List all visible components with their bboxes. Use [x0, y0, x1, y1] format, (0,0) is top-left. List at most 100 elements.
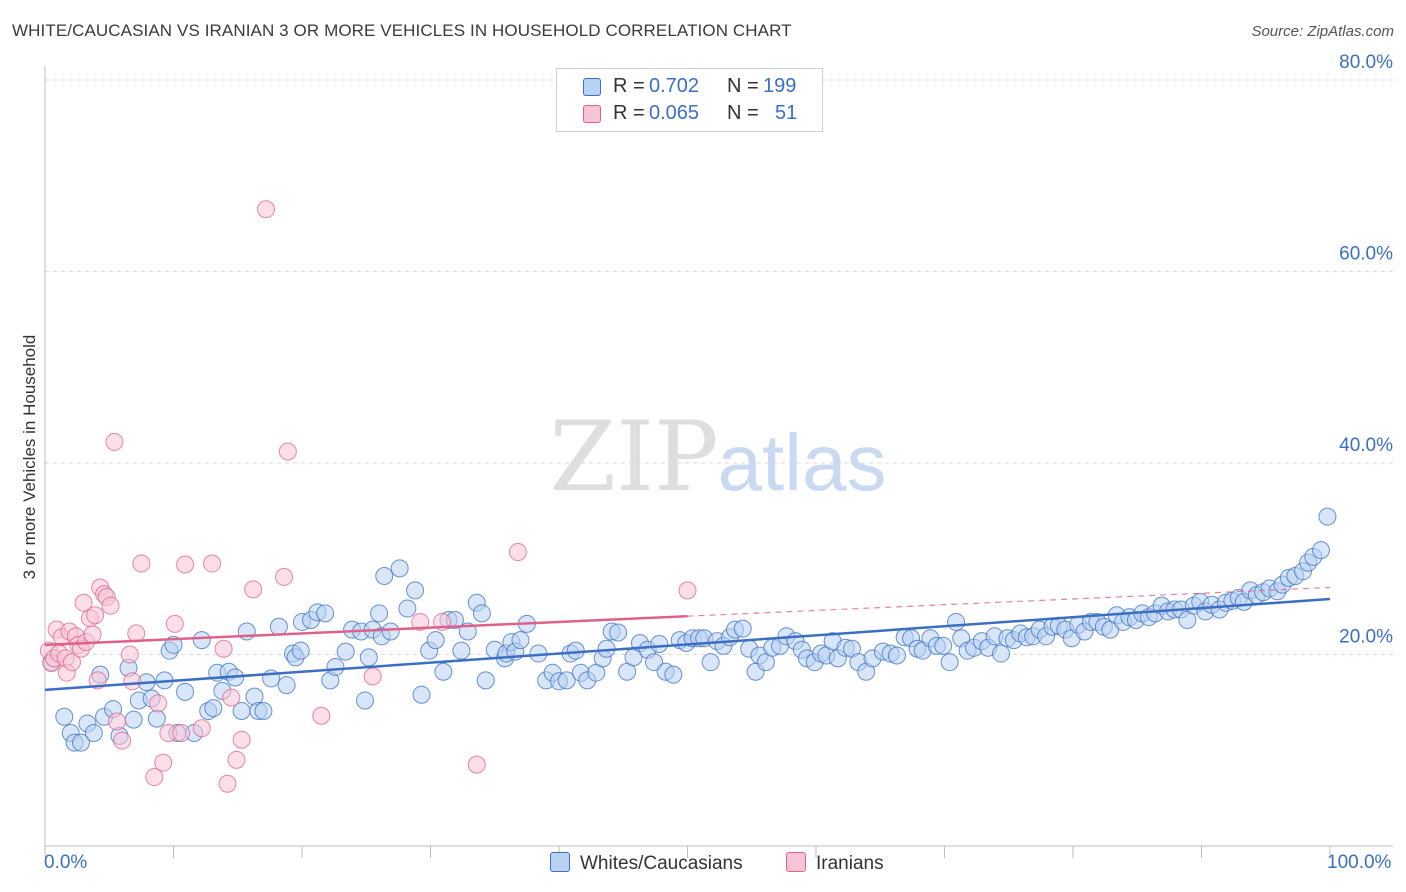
- data-point: [123, 672, 142, 691]
- data-point: [124, 710, 143, 729]
- data-point: [336, 642, 355, 661]
- data-point: [232, 730, 251, 749]
- data-point: [147, 709, 166, 728]
- trend-line-extension: [687, 586, 1331, 617]
- data-point: [74, 593, 93, 612]
- watermark: ZIP atlas: [549, 401, 886, 513]
- data-point: [105, 432, 124, 451]
- bottom-legend-label-iranians: Iranians: [816, 853, 884, 874]
- data-point: [650, 634, 669, 653]
- y-tick-labels: 20.0% 40.0% 60.0% 80.0%: [1339, 52, 1393, 648]
- legend-r-label: R =: [613, 102, 645, 124]
- data-point: [203, 554, 222, 573]
- data-point: [1312, 541, 1331, 560]
- data-point: [472, 604, 491, 623]
- data-point: [664, 665, 683, 684]
- data-point: [291, 641, 310, 660]
- data-point: [375, 566, 394, 585]
- y-tick-label: 60.0%: [1339, 244, 1393, 265]
- data-point: [381, 622, 400, 641]
- data-point: [101, 596, 120, 615]
- x-tick-label-max: 100.0%: [1327, 852, 1392, 873]
- data-point: [678, 581, 697, 600]
- bottom-legend-label-whites: Whites/Caucasians: [580, 853, 743, 874]
- data-point: [275, 567, 294, 586]
- data-point: [88, 671, 107, 690]
- watermark-zip: ZIP: [549, 401, 718, 513]
- legend-row-whites: R = 0.702 N = 199: [557, 74, 822, 101]
- series-whites: [42, 507, 1337, 752]
- data-point: [476, 671, 495, 690]
- data-point: [120, 645, 139, 664]
- data-point: [244, 580, 263, 599]
- points-layer: [39, 200, 1337, 793]
- data-point: [701, 653, 720, 672]
- data-point: [934, 636, 953, 655]
- data-point: [71, 733, 90, 752]
- data-point: [426, 631, 445, 650]
- correlation-legend: R = 0.702 N = 199 R = 0.065 N = 51: [556, 68, 823, 132]
- x-tick-label-min: 0.0%: [44, 852, 88, 873]
- data-point: [645, 653, 664, 672]
- y-tick-label: 20.0%: [1339, 627, 1393, 648]
- data-point: [940, 653, 959, 672]
- data-point: [887, 646, 906, 665]
- data-point: [222, 688, 241, 707]
- data-point: [269, 617, 288, 636]
- data-point: [398, 599, 417, 618]
- data-point: [172, 724, 191, 743]
- data-point: [278, 442, 297, 461]
- legend-r-label: R =: [613, 75, 645, 97]
- trend-line: [44, 614, 688, 647]
- data-point: [107, 712, 126, 731]
- bottom-legend-whites: Whites/Caucasians: [550, 852, 743, 875]
- y-tick-label: 40.0%: [1339, 435, 1393, 456]
- data-point: [164, 635, 183, 654]
- data-point: [406, 581, 425, 600]
- y-tick-label: 80.0%: [1339, 52, 1393, 73]
- data-point: [192, 631, 211, 650]
- data-point: [149, 694, 168, 713]
- data-point: [566, 641, 585, 660]
- data-point: [1318, 507, 1337, 526]
- data-point: [277, 676, 296, 695]
- data-point: [237, 622, 256, 641]
- legend-n-value: 199: [763, 75, 797, 97]
- chart-source: Source: ZipAtlas.com: [1251, 23, 1394, 40]
- data-point: [609, 623, 628, 642]
- bottom-legend-swatch-pink: [786, 852, 806, 872]
- data-point: [508, 543, 527, 562]
- data-point: [227, 750, 246, 769]
- data-point: [214, 639, 233, 658]
- data-point: [511, 631, 530, 650]
- data-point: [254, 701, 273, 720]
- legend-swatch-blue: [583, 78, 601, 96]
- grid-layer: [45, 79, 1393, 655]
- data-point: [467, 755, 486, 774]
- data-point: [86, 606, 105, 625]
- bottom-legend-iranians: Iranians: [786, 852, 884, 875]
- data-point: [165, 614, 184, 633]
- data-point: [326, 657, 345, 676]
- data-point: [434, 662, 453, 681]
- data-point: [363, 667, 382, 686]
- data-point: [412, 685, 431, 704]
- data-point: [176, 555, 195, 574]
- data-point: [62, 653, 81, 672]
- data-point: [316, 604, 335, 623]
- data-point: [370, 604, 389, 623]
- legend-r-value: 0.702: [649, 75, 700, 97]
- trend-layer: [44, 586, 1331, 692]
- data-point: [733, 619, 752, 638]
- data-point: [992, 644, 1011, 663]
- data-point: [557, 671, 576, 690]
- data-point: [355, 691, 374, 710]
- data-point: [192, 719, 211, 738]
- data-point: [204, 699, 223, 718]
- legend-n-label: N =: [727, 75, 759, 97]
- data-point: [312, 706, 331, 725]
- data-point: [113, 731, 132, 750]
- data-point: [452, 641, 471, 660]
- legend-n-value: 51: [775, 102, 798, 124]
- y-axis-label: 3 or more Vehicles in Household: [20, 334, 39, 580]
